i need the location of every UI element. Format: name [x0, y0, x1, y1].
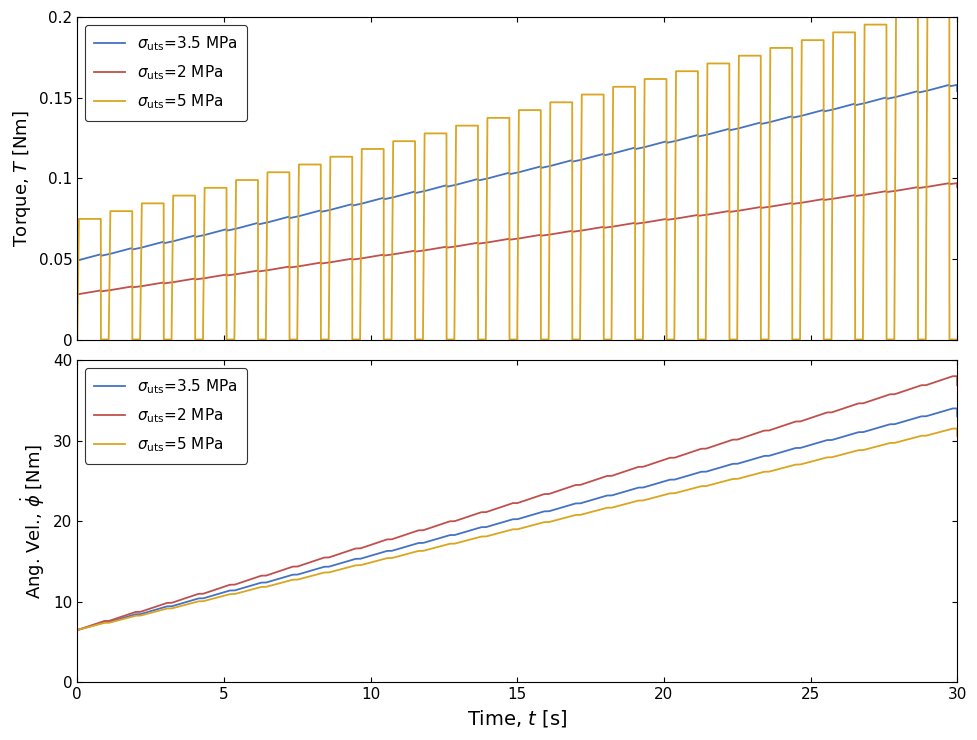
$\sigma_{\mathrm{uts}}$=2 MPa: [951, 381, 962, 390]
$\sigma_{\mathrm{uts}}$=5 MPa: [828, 28, 839, 37]
$\sigma_{\mathrm{uts}}$=3.5 MPa: [333, 203, 345, 212]
$\sigma_{\mathrm{uts}}$=5 MPa: [564, 512, 575, 521]
$\sigma_{\mathrm{uts}}$=5 MPa: [920, 4, 932, 13]
$\sigma_{\mathrm{uts}}$=3.5 MPa: [564, 500, 575, 509]
$\sigma_{\mathrm{uts}}$=5 MPa: [631, 335, 643, 344]
$\sigma_{\mathrm{uts}}$=5 MPa: [772, 44, 784, 53]
$\sigma_{\mathrm{uts}}$=2 MPa: [772, 423, 784, 431]
$\sigma_{\mathrm{uts}}$=3.5 MPa: [951, 412, 962, 421]
$\sigma_{\mathrm{uts}}$=2 MPa: [564, 482, 575, 491]
$\sigma_{\mathrm{uts}}$=3.5 MPa: [772, 448, 784, 457]
Line: $\sigma_{\mathrm{uts}}$=2 MPa: $\sigma_{\mathrm{uts}}$=2 MPa: [77, 376, 956, 630]
$\sigma_{\mathrm{uts}}$=2 MPa: [333, 550, 345, 559]
$\sigma_{\mathrm{uts}}$=2 MPa: [564, 226, 575, 235]
$\sigma_{\mathrm{uts}}$=5 MPa: [828, 452, 839, 461]
$\sigma_{\mathrm{uts}}$=3.5 MPa: [772, 115, 784, 124]
$\sigma_{\mathrm{uts}}$=2 MPa: [71, 290, 83, 299]
$\sigma_{\mathrm{uts}}$=3.5 MPa: [828, 104, 839, 113]
Line: $\sigma_{\mathrm{uts}}$=5 MPa: $\sigma_{\mathrm{uts}}$=5 MPa: [77, 9, 956, 340]
$\sigma_{\mathrm{uts}}$=3.5 MPa: [949, 81, 960, 90]
$\sigma_{\mathrm{uts}}$=3.5 MPa: [631, 483, 643, 492]
Y-axis label: Torque, $T$ [Nm]: Torque, $T$ [Nm]: [11, 110, 33, 247]
$\sigma_{\mathrm{uts}}$=5 MPa: [949, 335, 960, 344]
$\sigma_{\mathrm{uts}}$=2 MPa: [71, 625, 83, 634]
$\sigma_{\mathrm{uts}}$=5 MPa: [564, 98, 575, 107]
$\sigma_{\mathrm{uts}}$=2 MPa: [949, 179, 960, 188]
$\sigma_{\mathrm{uts}}$=3.5 MPa: [71, 625, 83, 634]
$\sigma_{\mathrm{uts}}$=5 MPa: [946, 424, 957, 433]
$\sigma_{\mathrm{uts}}$=2 MPa: [943, 178, 955, 187]
$\sigma_{\mathrm{uts}}$=5 MPa: [631, 497, 643, 505]
$\sigma_{\mathrm{uts}}$=3.5 MPa: [631, 144, 643, 153]
$\sigma_{\mathrm{uts}}$=3.5 MPa: [943, 81, 955, 90]
$\sigma_{\mathrm{uts}}$=2 MPa: [631, 219, 643, 228]
$\sigma_{\mathrm{uts}}$=2 MPa: [772, 201, 784, 210]
Legend: $\sigma_{\mathrm{uts}}$=3.5 MPa, $\sigma_{\mathrm{uts}}$=2 MPa, $\sigma_{\mathrm: $\sigma_{\mathrm{uts}}$=3.5 MPa, $\sigma…: [85, 368, 246, 463]
$\sigma_{\mathrm{uts}}$=2 MPa: [951, 183, 962, 192]
$\sigma_{\mathrm{uts}}$=2 MPa: [631, 462, 643, 471]
$\sigma_{\mathrm{uts}}$=2 MPa: [333, 256, 345, 265]
$\sigma_{\mathrm{uts}}$=5 MPa: [333, 152, 345, 161]
$\sigma_{\mathrm{uts}}$=5 MPa: [772, 465, 784, 474]
$\sigma_{\mathrm{uts}}$=2 MPa: [949, 371, 960, 380]
$\sigma_{\mathrm{uts}}$=3.5 MPa: [946, 404, 957, 413]
$\sigma_{\mathrm{uts}}$=5 MPa: [71, 335, 83, 344]
$\sigma_{\mathrm{uts}}$=2 MPa: [946, 371, 957, 380]
$\sigma_{\mathrm{uts}}$=2 MPa: [828, 407, 839, 416]
$\sigma_{\mathrm{uts}}$=5 MPa: [949, 424, 960, 433]
$\sigma_{\mathrm{uts}}$=5 MPa: [333, 565, 345, 574]
Y-axis label: Ang. Vel., $\dot{\phi}$ [Nm]: Ang. Vel., $\dot{\phi}$ [Nm]: [20, 444, 48, 599]
$\sigma_{\mathrm{uts}}$=3.5 MPa: [949, 404, 960, 413]
$\sigma_{\mathrm{uts}}$=3.5 MPa: [333, 559, 345, 568]
Line: $\sigma_{\mathrm{uts}}$=3.5 MPa: $\sigma_{\mathrm{uts}}$=3.5 MPa: [77, 408, 956, 630]
$\sigma_{\mathrm{uts}}$=5 MPa: [71, 625, 83, 634]
X-axis label: Time, $t$ [s]: Time, $t$ [s]: [467, 708, 567, 729]
$\sigma_{\mathrm{uts}}$=3.5 MPa: [828, 434, 839, 443]
$\sigma_{\mathrm{uts}}$=5 MPa: [951, 335, 962, 344]
Legend: $\sigma_{\mathrm{uts}}$=3.5 MPa, $\sigma_{\mathrm{uts}}$=2 MPa, $\sigma_{\mathrm: $\sigma_{\mathrm{uts}}$=3.5 MPa, $\sigma…: [85, 24, 246, 121]
Line: $\sigma_{\mathrm{uts}}$=2 MPa: $\sigma_{\mathrm{uts}}$=2 MPa: [77, 183, 956, 295]
$\sigma_{\mathrm{uts}}$=2 MPa: [828, 194, 839, 203]
$\sigma_{\mathrm{uts}}$=5 MPa: [951, 431, 962, 440]
Line: $\sigma_{\mathrm{uts}}$=5 MPa: $\sigma_{\mathrm{uts}}$=5 MPa: [77, 428, 956, 630]
$\sigma_{\mathrm{uts}}$=3.5 MPa: [564, 156, 575, 165]
Line: $\sigma_{\mathrm{uts}}$=3.5 MPa: $\sigma_{\mathrm{uts}}$=3.5 MPa: [77, 85, 956, 260]
$\sigma_{\mathrm{uts}}$=3.5 MPa: [71, 256, 83, 265]
$\sigma_{\mathrm{uts}}$=3.5 MPa: [951, 87, 962, 95]
